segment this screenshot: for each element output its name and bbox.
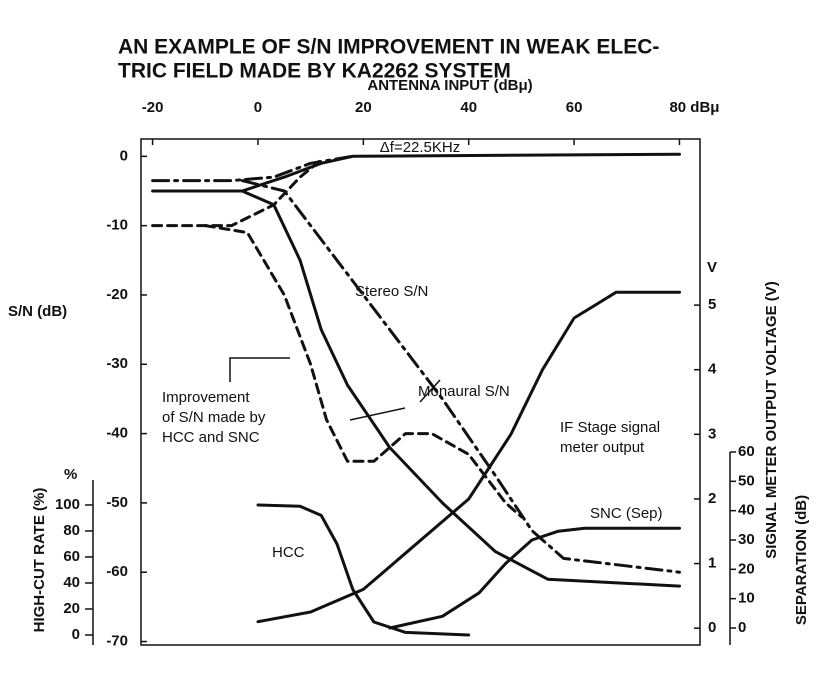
y-axis-label: S/N (dB) (8, 303, 67, 320)
y3-tick-label: 60 (738, 443, 755, 460)
leader-line (419, 379, 441, 403)
y4-tick-label: 80 (63, 522, 80, 539)
curve (240, 179, 681, 574)
curve (203, 224, 523, 519)
y-tick-label: -70 (106, 633, 128, 650)
x-tick-label: 60 (566, 99, 583, 116)
y4-axis-label: HIGH-CUT RATE (%) (31, 488, 48, 633)
y-tick-label: -30 (106, 355, 128, 372)
y4-tick-label: 0 (72, 626, 80, 643)
y-tick-label: -50 (106, 494, 128, 511)
y2-tick-label: 5 (708, 296, 716, 313)
y-tick-label: -20 (106, 286, 128, 303)
y-tick-label: 0 (120, 147, 128, 164)
y3-tick-label: 40 (738, 502, 755, 519)
x-tick-label: 20 (355, 99, 372, 116)
y3-tick-label: 30 (738, 531, 755, 548)
curve (256, 290, 681, 624)
y3-axis-label: SEPARATION (dB) (793, 495, 810, 625)
plot-frame (140, 138, 701, 646)
x-tick-label: 80 dBμ (669, 99, 719, 116)
annotation: Δf=22.5KHz (380, 139, 460, 156)
y4-tick-label: 40 (63, 574, 80, 591)
annotation: Improvement (162, 389, 250, 406)
annotation: HCC and SNC (162, 429, 260, 446)
curve (151, 152, 681, 193)
leader-line (229, 357, 290, 382)
y3-tick-label: 10 (738, 590, 755, 607)
y3-tick-label: 50 (738, 472, 755, 489)
y2-unit: V (707, 259, 717, 276)
x-tick-label: -20 (142, 99, 164, 116)
annotation: HCC (272, 544, 305, 561)
y3-tick-label: 20 (738, 560, 755, 577)
chart-title: TRIC FIELD MADE BY KA2262 SYSTEM (118, 60, 511, 83)
y3-tick-label: 0 (738, 619, 746, 636)
chart-title: AN EXAMPLE OF S/N IMPROVEMENT IN WEAK EL… (118, 36, 659, 59)
curve (151, 154, 355, 183)
curve (388, 526, 681, 630)
y-tick-label: -60 (106, 563, 128, 580)
y2-tick-label: 2 (708, 490, 716, 507)
annotation: Stereo S/N (355, 283, 428, 300)
annotation: of S/N made by (162, 409, 266, 426)
y-tick-label: -10 (106, 217, 128, 234)
curve (240, 189, 681, 588)
y2-tick-label: 3 (708, 425, 716, 442)
annotation: IF Stage signal (560, 419, 660, 436)
curve (151, 158, 323, 228)
y-tick-label: -40 (106, 425, 128, 442)
y2-tick-label: 0 (708, 619, 716, 636)
y2-axis-label: SIGNAL METER OUTPUT VOLTAGE (V) (763, 281, 780, 559)
annotation: meter output (560, 439, 645, 456)
curve (256, 503, 471, 637)
annotation: SNC (Sep) (590, 505, 663, 522)
y4-tick-label: 100 (55, 496, 80, 513)
annotation: Monaural S/N (418, 383, 510, 400)
y4-tick-label: 60 (63, 548, 80, 565)
x-tick-label: 0 (254, 99, 262, 116)
y2-tick-label: 1 (708, 555, 716, 572)
y4-tick-label: 20 (63, 600, 80, 617)
leader-line (349, 407, 406, 421)
y4-unit: % (64, 466, 77, 483)
x-axis-label: ANTENNA INPUT (dBμ) (367, 77, 532, 94)
x-tick-label: 40 (460, 99, 477, 116)
y2-tick-label: 4 (708, 361, 717, 378)
